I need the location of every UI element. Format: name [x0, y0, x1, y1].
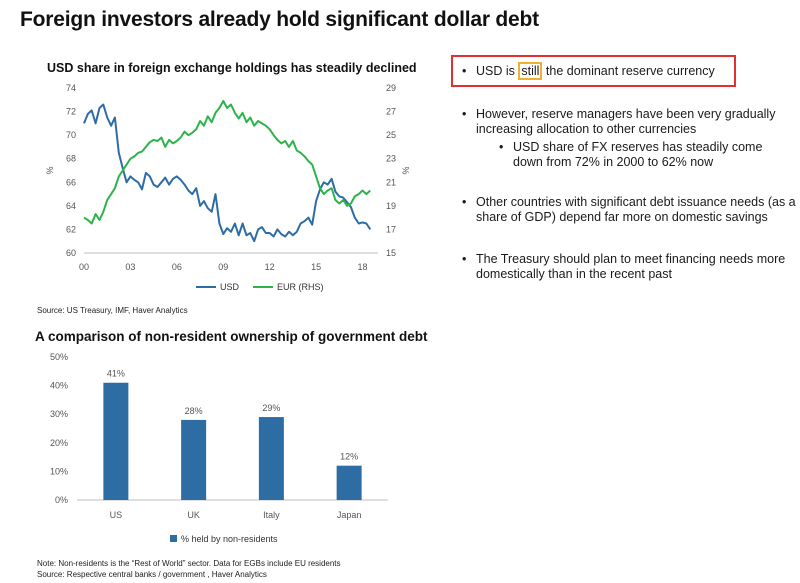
highlight-box [451, 55, 736, 87]
x-tick-label: UK [187, 510, 200, 520]
y-tick-label: 20% [50, 438, 68, 448]
x-tick-label: 15 [311, 262, 321, 272]
legend-label: USD [220, 282, 240, 292]
y-tick-label: 30% [50, 409, 68, 419]
y-tick-label: 64 [66, 201, 76, 211]
slide-title: Foreign investors already hold significa… [20, 8, 539, 31]
bullet-4: • The Treasury should plan to meet finan… [462, 252, 798, 282]
x-tick-label: Italy [263, 510, 280, 520]
data-label: 28% [185, 406, 203, 416]
y-axis-label: % [45, 166, 55, 174]
y2-tick-label: 23 [386, 154, 396, 164]
bullet-2: • However, reserve managers have been ve… [462, 107, 776, 137]
bar [103, 382, 129, 500]
y-tick-label: 70 [66, 130, 76, 140]
bullet-1-text-before: USD is [476, 64, 519, 78]
x-tick-label: 18 [358, 262, 368, 272]
y2-tick-label: 17 [386, 224, 396, 234]
bar-chart-source: Source: Respective central banks / gover… [37, 570, 267, 579]
legend-label: EUR (RHS) [277, 282, 324, 292]
bar [336, 465, 362, 500]
y-tick-label: 50% [50, 352, 68, 362]
x-tick-label: Japan [337, 510, 362, 520]
bullet-3: • Other countries with significant debt … [462, 195, 798, 225]
line-chart-source: Source: US Treasury, IMF, Haver Analytic… [37, 306, 188, 315]
bullet-dot: • [462, 64, 467, 78]
bullet-dot: • [462, 107, 467, 121]
y2-tick-label: 21 [386, 177, 396, 187]
y-tick-label: 74 [66, 83, 76, 93]
y-tick-label: 66 [66, 177, 76, 187]
y-tick-label: 62 [66, 224, 76, 234]
y2-tick-label: 25 [386, 130, 396, 140]
bar-chart-title: A comparison of non-resident ownership o… [35, 329, 428, 344]
sub-bullet-dot: • [499, 140, 504, 154]
y-tick-label: 60 [66, 248, 76, 258]
bullet-dot: • [462, 252, 467, 266]
x-tick-label: 03 [125, 262, 135, 272]
bar-chart-note: Note: Non-residents is the “Rest of Worl… [37, 559, 341, 568]
data-label: 12% [340, 452, 358, 462]
legend-label: % held by non-residents [181, 534, 278, 544]
y2-tick-label: 15 [386, 248, 396, 258]
y-tick-label: 68 [66, 154, 76, 164]
y2-tick-label: 29 [386, 83, 396, 93]
x-tick-label: 09 [218, 262, 228, 272]
bullet-2-text: However, reserve managers have been very… [476, 107, 776, 136]
legend-swatch [170, 535, 177, 542]
bullet-3-text: Other countries with significant debt is… [476, 195, 796, 224]
bar [181, 419, 207, 500]
highlighted-word: still [518, 62, 543, 80]
line-chart-title: USD share in foreign exchange holdings h… [47, 61, 417, 75]
sub-bullet-1-text: USD share of FX reserves has steadily co… [513, 140, 763, 169]
x-tick-label: 00 [79, 262, 89, 272]
y-tick-label: 72 [66, 107, 76, 117]
bullet-1: • USD is still the dominant reserve curr… [462, 62, 746, 80]
y2-tick-label: 19 [386, 201, 396, 211]
y2-axis-label: % [401, 166, 411, 174]
data-label: 41% [107, 369, 125, 379]
bullet-4-text: The Treasury should plan to meet financi… [476, 252, 786, 281]
series-line-usd [83, 103, 372, 243]
bullet-1-text-after: the dominant reserve currency [542, 64, 715, 78]
series-line-eur [83, 100, 371, 225]
sub-bullet-1: • USD share of FX reserves has steadily … [499, 140, 788, 170]
bar [258, 417, 284, 500]
x-tick-label: 06 [172, 262, 182, 272]
y-tick-label: 0% [55, 495, 68, 505]
data-label: 29% [262, 403, 280, 413]
y-tick-label: 10% [50, 466, 68, 476]
bullet-dot: • [462, 195, 467, 209]
y2-tick-label: 27 [386, 107, 396, 117]
x-tick-label: US [110, 510, 123, 520]
x-tick-label: 12 [265, 262, 275, 272]
y-tick-label: 40% [50, 381, 68, 391]
